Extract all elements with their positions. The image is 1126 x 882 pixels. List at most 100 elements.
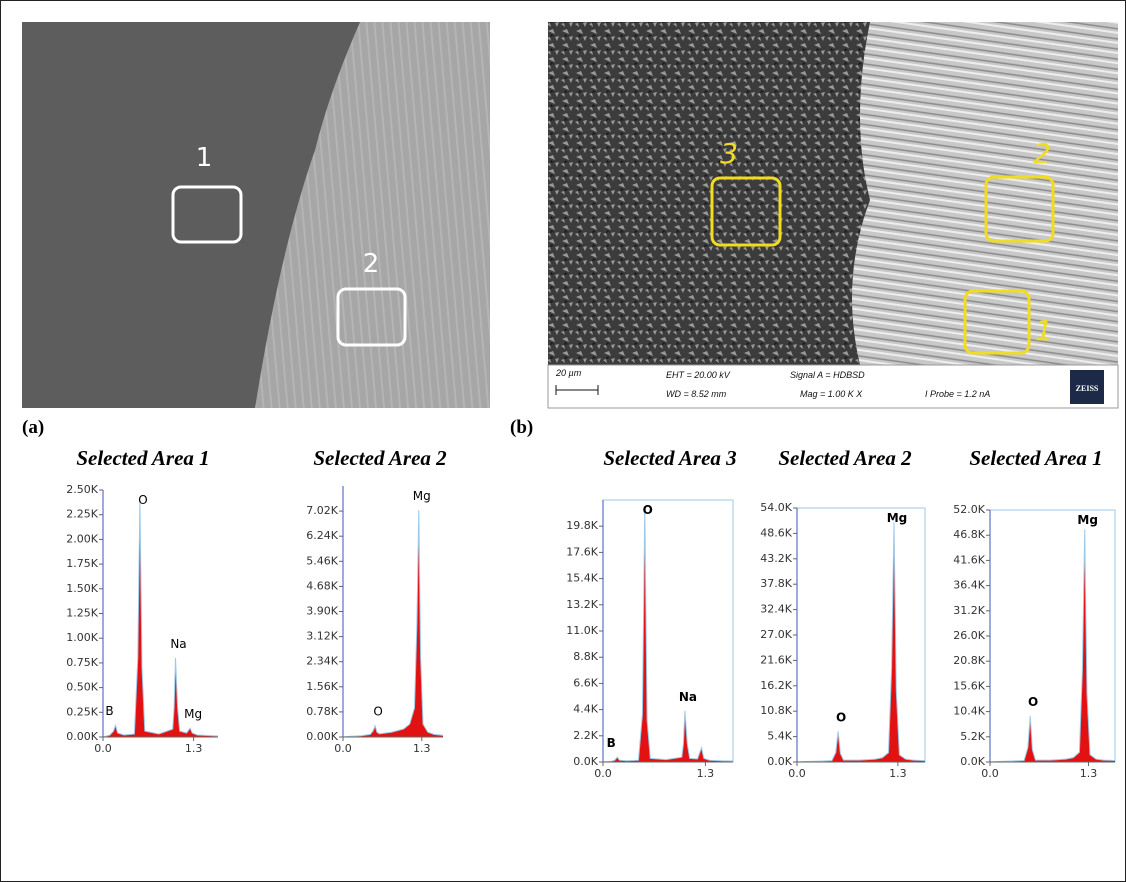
y-tick-label: 0.25K [66, 705, 98, 718]
x-tick-label: 0.0 [594, 767, 612, 780]
area-label: 1 [1035, 314, 1053, 347]
x-tick-label: 1.3 [889, 767, 907, 780]
spectrum-area [343, 510, 443, 737]
x-tick-label: 0.0 [94, 742, 112, 755]
x-tick-label: 1.3 [413, 742, 431, 755]
y-tick-label: 1.75K [66, 557, 98, 570]
y-tick-label: 3.12K [306, 630, 338, 643]
peak-label: O [1028, 695, 1038, 709]
y-tick-label: 31.2K [953, 604, 985, 617]
y-tick-label: 1.56K [306, 680, 338, 693]
y-tick-label: 21.6K [760, 653, 792, 666]
y-tick-label: 5.2K [960, 730, 985, 743]
y-tick-label: 11.0K [566, 624, 598, 637]
y-tick-label: 20.8K [953, 654, 985, 667]
y-tick-label: 0.75K [66, 656, 98, 669]
peak-label: B [105, 704, 113, 718]
panel-label: (a) [22, 417, 44, 438]
chart-title: Selected Area 2 [313, 446, 447, 470]
y-tick-label: 2.25K [66, 508, 98, 521]
y-tick-label: 2.00K [66, 532, 98, 545]
x-tick-label: 1.3 [185, 742, 203, 755]
spectrum-area [990, 529, 1115, 762]
y-tick-label: 10.8K [760, 704, 792, 717]
y-tick-label: 1.00K [66, 631, 98, 644]
area-label: 2 [1033, 137, 1051, 170]
y-tick-label: 54.0K [760, 501, 792, 514]
info-text: I Probe = 1.2 nA [925, 389, 990, 399]
y-tick-label: 0.50K [66, 681, 98, 694]
y-tick-label: 3.90K [306, 605, 338, 618]
info-text: WD = 8.52 mm [666, 389, 727, 399]
peak-label: O [643, 503, 653, 517]
area-label: 3 [720, 137, 738, 170]
logo: ZEISS [1076, 384, 1099, 393]
y-tick-label: 46.8K [953, 528, 985, 541]
peak-label: O [138, 493, 147, 507]
area-label: 1 [196, 143, 213, 173]
sem-image-b: 3 2 1 20 µm EHT = 20.00 kV WD = 8.52 mm … [548, 22, 1118, 408]
y-tick-label: 8.8K [573, 650, 598, 663]
info-text: EHT = 20.00 kV [666, 370, 731, 380]
info-text: Mag = 1.00 K X [800, 389, 863, 399]
y-tick-label: 52.0K [953, 503, 985, 516]
peak-label: Mg [184, 707, 202, 721]
x-tick-label: 0.0 [334, 742, 352, 755]
y-tick-label: 37.8K [760, 577, 792, 590]
y-tick-label: 1.50K [66, 582, 98, 595]
chart-title: Selected Area 1 [969, 446, 1102, 470]
plot-frame [797, 508, 925, 762]
y-tick-label: 6.24K [306, 529, 338, 542]
y-tick-label: 16.2K [760, 679, 792, 692]
info-text: Signal A = HDBSD [790, 370, 865, 380]
y-tick-label: 7.02K [306, 504, 338, 517]
x-tick-label: 1.3 [697, 767, 715, 780]
peak-label: O [373, 705, 382, 719]
peak-label: Mg [1077, 513, 1098, 527]
y-tick-label: 0.78K [306, 705, 338, 718]
spectrum-area [603, 506, 733, 762]
y-tick-label: 43.2K [760, 552, 792, 565]
spectrum-line [797, 522, 925, 762]
peak-label: Na [679, 690, 697, 704]
figure: 1 2 3 2 1 20 µm EHT = 20.00 kV WD = 8.52… [0, 0, 1126, 882]
x-tick-label: 0.0 [788, 767, 806, 780]
y-tick-label: 17.6K [566, 545, 598, 558]
spectrum-line [343, 510, 443, 737]
panel-label: (b) [510, 417, 533, 438]
y-tick-label: 32.4K [760, 603, 792, 616]
peak-label: Mg [887, 511, 908, 525]
spectrum-line [103, 500, 218, 737]
peak-label: B [607, 736, 616, 750]
y-tick-label: 19.8K [566, 519, 598, 532]
spectrum-line [603, 506, 733, 762]
y-tick-label: 5.46K [306, 554, 338, 567]
y-tick-label: 2.50K [66, 483, 98, 496]
y-tick-label: 15.6K [953, 679, 985, 692]
area-label: 2 [363, 249, 380, 279]
chart-title: Selected Area 1 [76, 446, 209, 470]
chart-title: Selected Area 2 [778, 446, 912, 470]
sem-image-a: 1 2 [22, 22, 490, 408]
y-tick-label: 36.4K [953, 579, 985, 592]
spectrum-line [990, 529, 1115, 762]
y-tick-label: 2.2K [573, 729, 598, 742]
y-tick-label: 2.34K [306, 655, 338, 668]
x-tick-label: 1.3 [1080, 767, 1098, 780]
y-tick-label: 48.6K [760, 526, 792, 539]
spectrum-area [797, 522, 925, 762]
peak-label: Mg [413, 489, 431, 503]
y-tick-label: 1.25K [66, 607, 98, 620]
peak-label: Na [170, 637, 186, 651]
plot-frame [990, 510, 1115, 762]
chart-title: Selected Area 3 [603, 446, 736, 470]
y-tick-label: 27.0K [760, 628, 792, 641]
y-tick-label: 13.2K [566, 598, 598, 611]
y-tick-label: 4.68K [306, 579, 338, 592]
y-tick-label: 15.4K [566, 572, 598, 585]
y-tick-label: 26.0K [953, 629, 985, 642]
plot-frame [603, 500, 733, 762]
x-tick-label: 0.0 [981, 767, 999, 780]
y-tick-label: 10.4K [953, 705, 985, 718]
y-tick-label: 6.6K [573, 676, 598, 689]
